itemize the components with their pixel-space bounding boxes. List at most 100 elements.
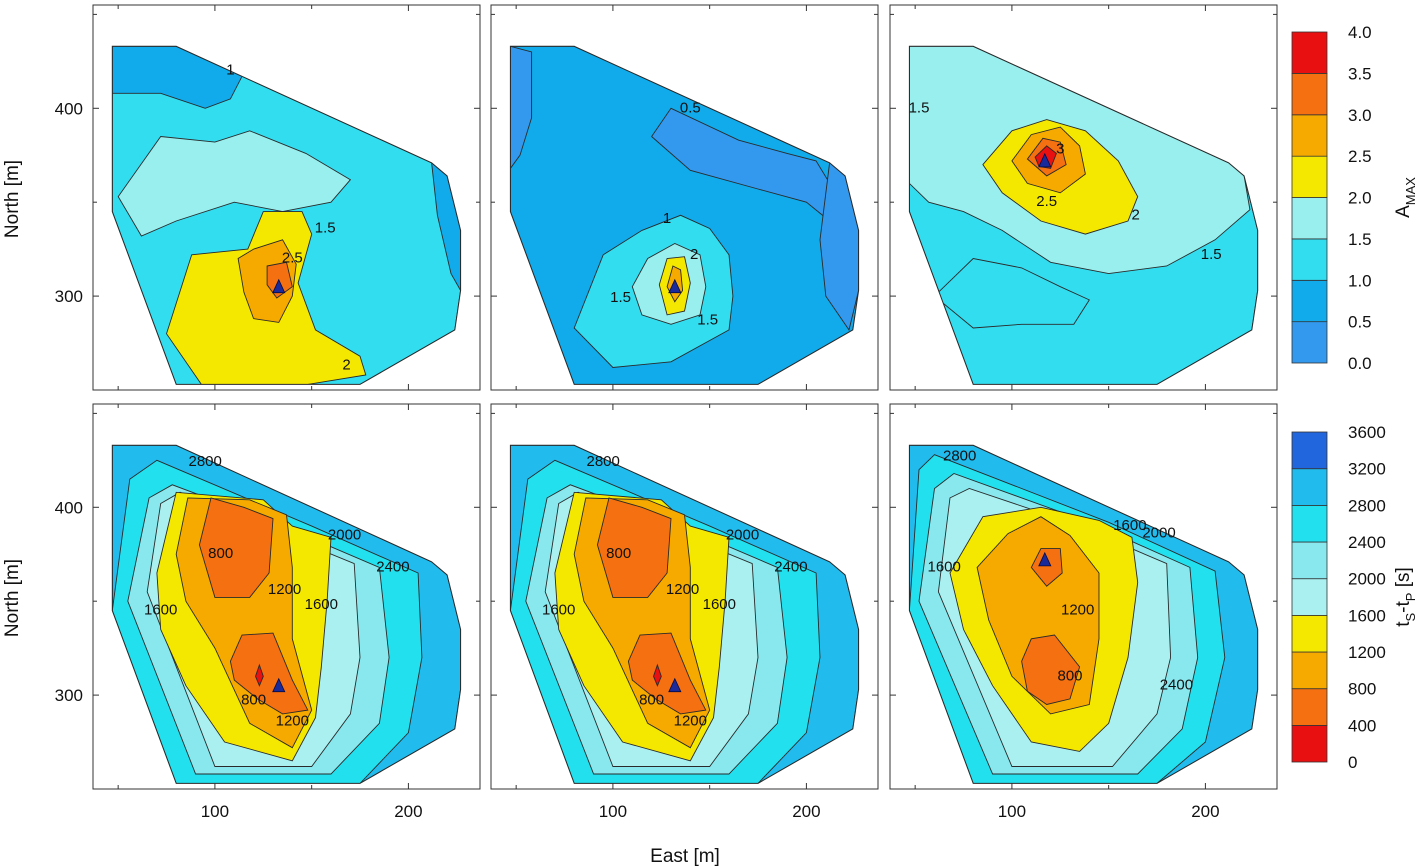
y-tick-label: 400 — [55, 99, 83, 118]
colorbar-band — [1291, 468, 1328, 506]
contour-label: 3 — [1056, 141, 1064, 158]
source-marker-triangle — [668, 677, 682, 693]
contour-label: 1200 — [1061, 602, 1094, 619]
contour-label: 800 — [208, 545, 233, 562]
contour-label: 2000 — [1142, 525, 1175, 542]
contour-label: 1600 — [928, 558, 961, 575]
colorbar-band — [1291, 431, 1328, 470]
x-tick-label: 100 — [201, 802, 229, 821]
colorbar-tick-label: 1.5 — [1348, 230, 1372, 249]
x-tick-label: 100 — [998, 802, 1026, 821]
contour-label: 2800 — [189, 453, 222, 470]
y-tick-label: 300 — [55, 686, 83, 705]
x-tick-label: 200 — [394, 802, 422, 821]
source-marker-triangle — [1038, 551, 1052, 567]
contour-label: 2400 — [376, 558, 409, 575]
panel-frame — [490, 403, 879, 790]
contour-label: 1 — [226, 62, 234, 79]
region-outline — [111, 444, 462, 784]
contour-label: 1600 — [1113, 517, 1146, 534]
colorbar-band — [1291, 31, 1328, 74]
contour-fills — [510, 46, 859, 385]
contour-label: 1600 — [703, 596, 736, 613]
colorbar-tick-label: 800 — [1348, 680, 1376, 699]
colorbar-tick-label: 3.5 — [1348, 64, 1372, 83]
colorbar-band — [1291, 73, 1328, 116]
contour-label: 2 — [690, 246, 698, 263]
panel-frame — [92, 403, 481, 790]
contour-fill-band-1 — [510, 46, 533, 170]
contour-label: 800 — [241, 692, 266, 709]
panel-r1c3: 1.5 3 2.5 2 1.5 — [889, 4, 1278, 391]
contour-label: 1 — [663, 210, 671, 227]
axis-ticks — [890, 5, 1277, 390]
colorbar-tick-label: 3.0 — [1348, 106, 1372, 125]
y-tick-label: 400 — [55, 498, 83, 517]
axis-ticks — [491, 5, 878, 390]
colorbar-tick-label: 0.5 — [1348, 313, 1372, 332]
contour-label: 1200 — [268, 581, 301, 598]
axis-ticks — [890, 404, 1277, 789]
contour-fill-band-6 — [1030, 548, 1063, 587]
contour-label: 1600 — [542, 602, 575, 619]
colorbar-band — [1291, 614, 1328, 653]
colorbar-band — [1291, 688, 1328, 726]
source-marker-triangle — [668, 278, 682, 294]
colorbar-tick-label: 2000 — [1348, 570, 1386, 589]
contour-label: 1.5 — [909, 99, 930, 116]
panel-r1c1: 1 1.5 2.5 2 300 400 — [55, 4, 481, 391]
colorbar-band — [1291, 238, 1328, 281]
contour-fill-band-3 — [117, 130, 352, 237]
x-tick-label: 200 — [1191, 802, 1219, 821]
contour-fills — [510, 445, 859, 784]
contour-label: 2.5 — [1036, 193, 1057, 210]
panel-frame — [92, 4, 481, 391]
contour-label: 2.5 — [282, 249, 303, 266]
contour-fill-band-7 — [1021, 634, 1081, 705]
contour-fill-band-7 — [229, 632, 309, 715]
colorbar-band — [1291, 541, 1328, 580]
colorbar-band — [1291, 114, 1328, 157]
contour-label: 2 — [1132, 206, 1140, 223]
contour-fill-band-8 — [255, 663, 264, 687]
y-axis-title-bottom: North [m] — [2, 559, 23, 637]
colorbar-tick-label: 1200 — [1348, 643, 1386, 662]
panel-r1c2: 0.5 1 2 1.5 1.5 — [490, 4, 879, 391]
colorbar-tick-label: 3600 — [1348, 423, 1386, 442]
contour-label: 2000 — [726, 526, 759, 543]
colorbar-tick-label: 1600 — [1348, 606, 1386, 625]
x-axis-title: East [m] — [650, 846, 720, 867]
contour-label: 2000 — [328, 526, 361, 543]
axis-ticks — [93, 5, 480, 390]
colorbar-tick-label: 1.0 — [1348, 271, 1372, 290]
contour-fills — [112, 46, 461, 385]
colorbar-tick-label: 400 — [1348, 716, 1376, 735]
colorbar-band — [1291, 504, 1328, 543]
contour-label: 800 — [1057, 667, 1082, 684]
colorbar-tick-label: 2.0 — [1348, 189, 1372, 208]
y-tick-label: 300 — [55, 287, 83, 306]
colorbar-tick-label: 0.0 — [1348, 354, 1372, 373]
x-tick-label: 100 — [599, 802, 627, 821]
region-outline — [509, 444, 860, 784]
colorbar-band — [1291, 321, 1328, 364]
contour-label: 0.5 — [680, 99, 701, 116]
contour-fill-band-2 — [933, 258, 1090, 329]
contour-label: 1.5 — [315, 219, 336, 236]
contour-label: 1200 — [666, 581, 699, 598]
contour-label: 1600 — [305, 596, 338, 613]
contour-label: 2400 — [1160, 677, 1193, 694]
panel-frame — [889, 4, 1278, 391]
colorbar-band — [1291, 197, 1328, 240]
source-marker-triangle — [272, 677, 286, 693]
contour-fill-band-6 — [198, 497, 274, 598]
colorbars: 0.0 0.5 1.0 1.5 2.0 2.5 3.0 3.5 4.0 AMAX 0 400 800 12… — [1291, 23, 1417, 772]
contour-label: 800 — [639, 692, 664, 709]
colorbar-band — [1291, 578, 1328, 616]
x-tick-label: 200 — [792, 802, 820, 821]
axis-ticks — [93, 404, 480, 789]
panel-frame — [889, 403, 1278, 790]
